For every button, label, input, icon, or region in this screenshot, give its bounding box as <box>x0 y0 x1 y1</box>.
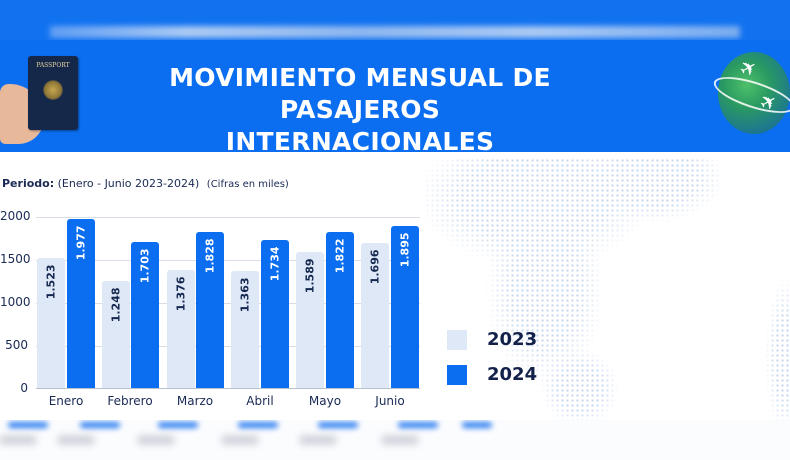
blur-shape <box>238 422 278 428</box>
blur-shape <box>462 422 492 428</box>
blur-shape <box>138 436 174 444</box>
value-label: 1.523 <box>44 264 58 300</box>
gridline <box>36 303 420 304</box>
blur-shape <box>222 436 258 444</box>
title-line-2: INTERNACIONALES <box>225 127 495 156</box>
value-label: 1.895 <box>398 232 412 268</box>
y-tick: 1000 <box>0 295 31 309</box>
value-label: 1.734 <box>268 246 282 282</box>
globe-icon: ✈ ✈ <box>710 52 790 134</box>
legend-swatch-2024 <box>447 365 467 385</box>
bar-2023-abril: 1.363 <box>231 271 259 388</box>
value-label: 1.828 <box>203 238 217 274</box>
gridline <box>36 260 420 261</box>
legend-swatch-2023 <box>447 330 467 350</box>
blur-shape <box>80 422 120 428</box>
seal-icon <box>43 80 63 100</box>
value-label: 1.376 <box>174 276 188 312</box>
bar-2023-febrero: 1.248 <box>102 281 130 388</box>
y-tick: 2000 <box>0 209 31 223</box>
y-tick: 0 <box>20 381 28 395</box>
x-label: Mayo <box>308 394 342 408</box>
blur-shape <box>158 422 198 428</box>
period-label: Periodo: <box>2 177 55 190</box>
value-label: 1.363 <box>238 277 252 313</box>
value-label: 1.248 <box>109 287 123 323</box>
bar-2024-enero: 1.977 <box>67 219 95 388</box>
value-label: 1.822 <box>333 238 347 274</box>
bar-2023-marzo: 1.376 <box>167 270 195 388</box>
airplane-icon: ✈ <box>735 53 762 83</box>
y-tick: 500 <box>5 338 28 352</box>
blur-shape <box>8 422 48 428</box>
value-label: 1.696 <box>368 249 382 285</box>
x-label: Enero <box>48 394 84 408</box>
bar-2024-marzo: 1.828 <box>196 232 224 388</box>
gridline <box>36 217 420 218</box>
chart-subtitle: Periodo: (Enero - Junio 2023-2024) (Cifr… <box>2 177 289 190</box>
x-label: Junio <box>375 394 405 408</box>
bar-2023-enero: 1.523 <box>37 258 65 388</box>
passport-text: PASSPORT <box>36 62 70 69</box>
legend-item-2024: 2024 <box>447 364 607 387</box>
period-range: (Enero - Junio 2023-2024) <box>57 177 200 190</box>
blur-shape <box>398 422 438 428</box>
x-label: Febrero <box>107 394 153 408</box>
x-label: Abril <box>246 394 274 408</box>
blurred-top-strip <box>0 0 790 40</box>
blur-shape <box>58 436 94 444</box>
legend-label: 2023 <box>487 329 538 350</box>
page-title: MOVIMIENTO MENSUAL DE PASAJEROS INTERNAC… <box>90 62 630 158</box>
bar-2024-junio: 1.895 <box>391 226 419 388</box>
gridline <box>36 346 420 347</box>
bar-2023-junio: 1.696 <box>361 243 389 388</box>
bar-2024-febrero: 1.703 <box>131 242 159 388</box>
value-label: 1.703 <box>138 248 152 284</box>
x-axis <box>36 388 420 389</box>
title-line-1: MOVIMIENTO MENSUAL DE PASAJEROS <box>169 63 551 124</box>
bar-2023-mayo: 1.589 <box>296 252 324 388</box>
bar-chart: 2000 1500 1000 500 0 1.523 1.977 Enero 1… <box>0 205 425 415</box>
blur-shape <box>300 436 336 444</box>
blur-shape <box>0 436 36 444</box>
title-banner: PASSPORT MOVIMIENTO MENSUAL DE PASAJEROS… <box>0 40 790 156</box>
legend-item-2023: 2023 <box>447 329 607 352</box>
bar-2024-mayo: 1.822 <box>326 232 354 388</box>
passport-icon: PASSPORT <box>28 56 78 130</box>
blur-shape <box>318 422 358 428</box>
x-label: Marzo <box>176 394 214 408</box>
y-tick: 1500 <box>0 252 31 266</box>
bar-2024-abril: 1.734 <box>261 240 289 388</box>
legend-label: 2024 <box>487 364 538 385</box>
value-label: 1.589 <box>303 258 317 294</box>
blur-shape <box>382 436 418 444</box>
blurred-text <box>50 26 740 38</box>
blurred-bottom-strip <box>0 420 790 460</box>
units-note: (Cifras en miles) <box>206 179 289 190</box>
dotted-world-map <box>425 158 790 420</box>
value-label: 1.977 <box>74 225 88 261</box>
